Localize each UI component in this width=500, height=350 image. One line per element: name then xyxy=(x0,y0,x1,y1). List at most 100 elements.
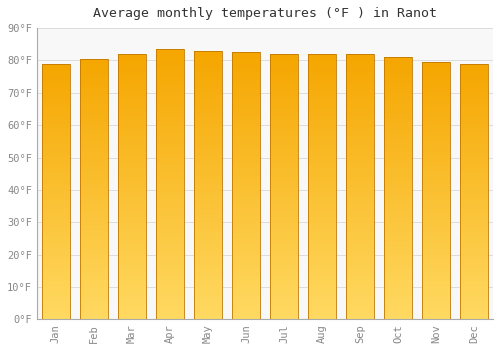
Bar xyxy=(80,202,108,205)
Bar xyxy=(118,74,146,77)
Bar xyxy=(422,146,450,149)
Bar xyxy=(156,255,184,259)
Bar xyxy=(308,223,336,226)
Bar xyxy=(270,240,298,243)
Bar xyxy=(308,97,336,100)
Bar xyxy=(156,201,184,204)
Bar xyxy=(232,199,260,203)
Bar xyxy=(232,293,260,296)
Bar xyxy=(422,149,450,152)
Bar xyxy=(460,115,488,118)
Bar xyxy=(42,172,70,176)
Bar xyxy=(308,293,336,296)
Bar xyxy=(118,71,146,74)
Bar xyxy=(346,226,374,230)
Bar xyxy=(308,157,336,160)
Bar xyxy=(384,241,412,244)
Bar xyxy=(232,69,260,72)
Bar xyxy=(422,139,450,142)
Bar xyxy=(80,293,108,297)
Bar xyxy=(42,281,70,284)
Bar xyxy=(118,157,146,160)
Bar xyxy=(270,64,298,67)
Bar xyxy=(194,104,222,108)
Bar xyxy=(42,96,70,99)
Bar xyxy=(384,119,412,123)
Bar xyxy=(346,300,374,303)
Bar xyxy=(118,306,146,309)
Bar xyxy=(80,166,108,170)
Bar xyxy=(232,173,260,176)
Bar xyxy=(270,54,298,57)
Bar xyxy=(270,80,298,84)
Bar xyxy=(384,93,412,97)
Bar xyxy=(232,313,260,316)
Bar xyxy=(80,212,108,215)
Bar xyxy=(80,78,108,82)
Bar xyxy=(194,303,222,306)
Bar xyxy=(194,195,222,198)
Bar xyxy=(270,150,298,154)
Bar xyxy=(118,87,146,90)
Bar xyxy=(118,61,146,64)
Bar xyxy=(156,157,184,161)
Bar xyxy=(308,197,336,200)
Bar xyxy=(460,92,488,96)
Bar xyxy=(270,210,298,213)
Bar xyxy=(232,96,260,99)
Bar xyxy=(232,79,260,82)
Bar xyxy=(422,181,450,184)
Bar xyxy=(194,121,222,125)
Bar xyxy=(308,193,336,197)
Bar xyxy=(384,306,412,310)
Bar xyxy=(384,126,412,129)
Bar xyxy=(232,183,260,186)
Bar xyxy=(80,290,108,293)
Bar xyxy=(42,224,70,227)
Bar xyxy=(118,263,146,266)
Bar xyxy=(194,111,222,114)
Bar xyxy=(460,297,488,300)
Bar xyxy=(422,126,450,130)
Bar xyxy=(42,147,70,150)
Bar xyxy=(460,252,488,256)
Bar xyxy=(194,293,222,296)
Bar xyxy=(460,262,488,265)
Bar xyxy=(308,270,336,273)
Bar xyxy=(460,108,488,112)
Bar xyxy=(232,66,260,69)
Bar xyxy=(118,84,146,87)
Bar xyxy=(156,161,184,164)
Bar xyxy=(118,183,146,187)
Bar xyxy=(384,277,412,280)
Bar xyxy=(422,248,450,252)
Bar xyxy=(42,239,70,243)
Bar xyxy=(118,193,146,197)
Bar xyxy=(118,100,146,104)
Bar xyxy=(118,237,146,240)
Bar xyxy=(118,144,146,147)
Bar xyxy=(232,139,260,142)
Bar xyxy=(156,171,184,174)
Bar xyxy=(308,246,336,250)
Bar xyxy=(384,234,412,238)
Bar xyxy=(346,183,374,187)
Bar xyxy=(460,265,488,268)
Bar xyxy=(308,71,336,74)
Bar xyxy=(118,230,146,233)
Bar xyxy=(384,228,412,231)
Bar xyxy=(460,182,488,185)
Bar xyxy=(118,233,146,237)
Bar xyxy=(346,296,374,300)
Bar xyxy=(460,259,488,262)
Bar xyxy=(42,313,70,316)
Bar xyxy=(194,215,222,219)
Bar xyxy=(384,247,412,251)
Bar xyxy=(384,103,412,106)
Bar xyxy=(80,173,108,176)
Bar xyxy=(384,287,412,290)
Bar xyxy=(270,289,298,293)
Bar xyxy=(270,57,298,61)
Bar xyxy=(232,112,260,116)
Bar xyxy=(42,195,70,198)
